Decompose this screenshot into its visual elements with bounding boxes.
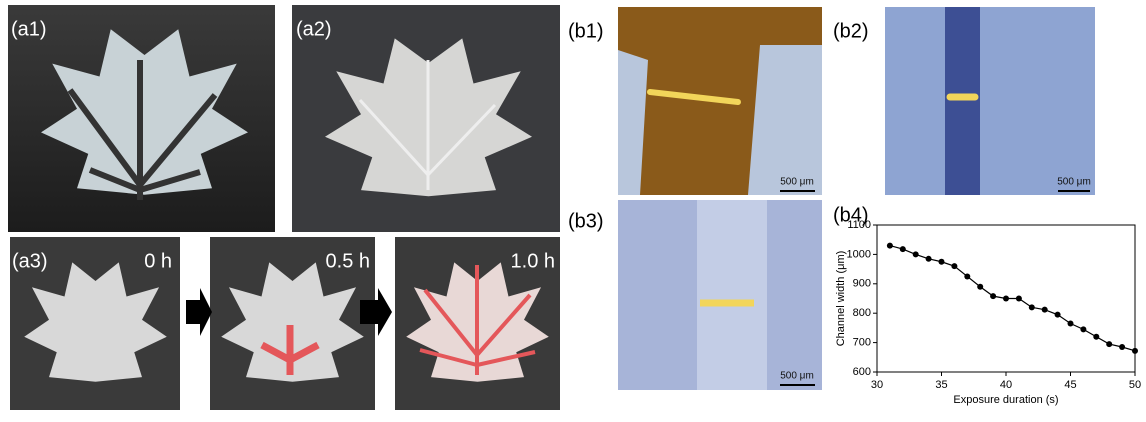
x-tick-label: 30 — [871, 379, 883, 391]
x-tick-label: 45 — [1064, 379, 1076, 391]
arrow — [186, 288, 212, 336]
x-axis-label: Exposure duration (s) — [953, 394, 1058, 406]
panel-label: (b1) — [568, 20, 604, 42]
chart-b4: 600 700 800 900 1000 1100 30 35 40 45 50 Exposure d… — [835, 219, 1141, 406]
data-point — [990, 293, 996, 299]
panel-label: (b3) — [568, 210, 604, 232]
data-point — [887, 243, 893, 249]
time-label: 0 h — [144, 250, 172, 272]
panel-label: (a1) — [11, 18, 47, 40]
scale-label: 500 μm — [780, 177, 814, 188]
scale-label: 500 μm — [1057, 177, 1091, 188]
y-tick-label: 1000 — [847, 248, 871, 260]
data-point — [1055, 312, 1061, 318]
data-point — [1042, 307, 1048, 313]
x-tick-label: 40 — [1000, 379, 1012, 391]
x-tick-label: 50 — [1129, 379, 1141, 391]
data-point — [1080, 326, 1086, 332]
data-point — [951, 263, 957, 269]
photo-b2 — [885, 7, 1095, 195]
time-label: 1.0 h — [511, 250, 555, 272]
y-tick-label: 900 — [853, 278, 871, 290]
panel-label: (b2) — [833, 20, 869, 42]
time-label: 0.5 h — [326, 250, 370, 272]
data-point — [1003, 296, 1009, 302]
y-tick-label: 600 — [853, 366, 871, 378]
data-point — [939, 259, 945, 265]
y-tick-label: 800 — [853, 307, 871, 319]
data-point — [1068, 320, 1074, 326]
y-axis-label: Channel width (μm) — [835, 251, 847, 347]
data-point — [1093, 334, 1099, 340]
data-point — [913, 251, 919, 257]
data-point — [1106, 341, 1112, 347]
panel-label: (a3) — [12, 250, 48, 272]
data-point — [900, 246, 906, 252]
data-point — [977, 284, 983, 290]
channel — [697, 200, 767, 390]
data-point — [964, 273, 970, 279]
data-point — [1029, 304, 1035, 310]
scale-label: 500 μm — [780, 371, 814, 382]
data-point — [1016, 296, 1022, 302]
x-tick-label: 35 — [935, 379, 947, 391]
data-point — [926, 256, 932, 262]
panel-label: (a2) — [296, 18, 332, 40]
data-point — [1132, 348, 1138, 354]
y-tick-label: 1100 — [847, 219, 871, 231]
data-point — [1119, 344, 1125, 350]
y-tick-label: 700 — [853, 337, 871, 349]
figure: 500 μm 500 μm 500 μm (a1) (a2) (a3) 0 h … — [0, 0, 1146, 417]
channel — [945, 7, 980, 195]
